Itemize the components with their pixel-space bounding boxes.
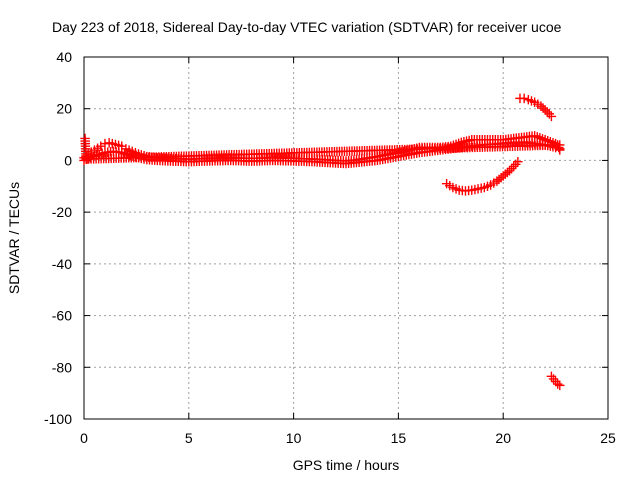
x-tick-label: 5 <box>185 430 193 446</box>
grid-lines <box>84 57 608 419</box>
axis-ticks: 0 5 10 15 20 25 -100 -80 -60 -40 -20 0 20 40 <box>44 49 616 446</box>
data-point <box>513 157 523 167</box>
y-tick-label: 0 <box>64 152 72 168</box>
data-point <box>546 111 557 122</box>
chart-title: Day 223 of 2018, Sidereal Day-to-day VTE… <box>52 19 562 35</box>
y-tick-label: -40 <box>52 256 72 272</box>
x-tick-label: 25 <box>600 430 616 446</box>
plot-frame <box>83 56 609 420</box>
y-tick-label: -20 <box>52 204 72 220</box>
x-axis-label: GPS time / hours <box>293 457 400 473</box>
y-tick-label: -100 <box>44 411 72 427</box>
y-tick-label: 40 <box>56 49 72 65</box>
data-point <box>538 103 548 113</box>
data-point <box>555 145 565 155</box>
data-points <box>79 93 565 391</box>
data-point <box>519 93 529 104</box>
y-tick-label: -60 <box>52 308 72 324</box>
data-point <box>555 380 565 391</box>
y-axis-label: SDTVAR / TECUs <box>6 182 22 294</box>
y-tick-label: -80 <box>52 359 72 375</box>
x-tick-label: 0 <box>80 430 88 446</box>
x-tick-label: 10 <box>286 430 302 446</box>
data-point <box>540 105 550 115</box>
y-tick-label: 20 <box>56 101 72 117</box>
x-tick-label: 15 <box>391 430 407 446</box>
x-tick-label: 20 <box>495 430 511 446</box>
